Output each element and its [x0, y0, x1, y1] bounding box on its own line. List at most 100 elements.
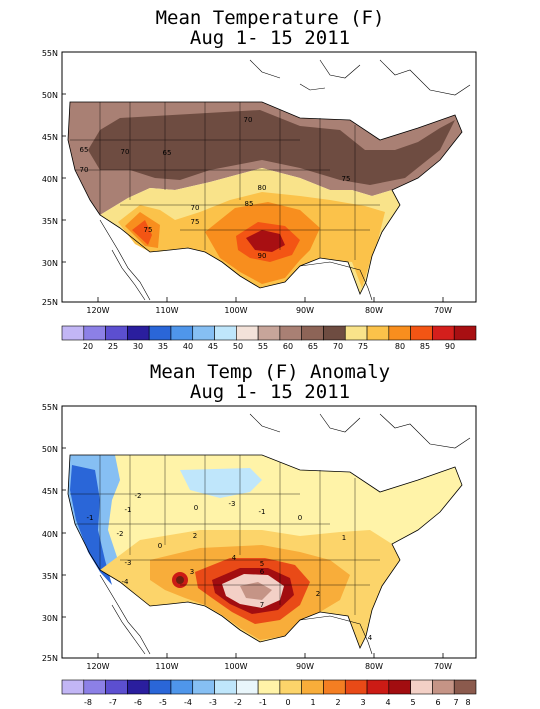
colorbar-label: 60 — [283, 342, 293, 351]
colorbar-swatch — [301, 325, 324, 341]
lat-label: 45N — [42, 487, 58, 496]
lon-label: 90W — [296, 306, 314, 315]
colorbar-label: 25 — [108, 342, 118, 351]
colorbar-swatch — [279, 679, 302, 695]
colorbar-swatch — [388, 679, 411, 695]
colorbar-swatch — [236, 679, 259, 695]
colorbar-label: -4 — [184, 698, 192, 707]
lat-label: 35N — [42, 217, 58, 226]
colorbar-label: -1 — [259, 698, 267, 707]
lat-label: 30N — [42, 259, 58, 268]
colorbar-swatch — [170, 325, 194, 341]
colorbar-swatch — [105, 325, 128, 341]
panel2-title: Mean Temp (F) Anomaly — [149, 361, 391, 383]
colorbar-swatch — [127, 325, 150, 341]
lat-label: 40N — [42, 530, 58, 539]
colorbar-swatch — [453, 679, 477, 695]
colorbar-label: -6 — [134, 698, 142, 707]
panel1-date: Aug 1- 15 2011 — [189, 27, 351, 49]
colorbar-label: 2 — [335, 698, 340, 707]
colorbar-swatch — [432, 325, 455, 341]
contour-label: 0 — [298, 514, 302, 522]
colorbar-swatch — [388, 325, 411, 341]
colorbar-swatch — [344, 679, 368, 695]
lon-label: 110W — [155, 306, 178, 315]
colorbar-label: 45 — [208, 342, 218, 351]
colorbar-swatch — [453, 325, 477, 341]
colorbar-label: -2 — [234, 698, 242, 707]
colorbar-label: 35 — [158, 342, 168, 351]
lon-label: 80W — [365, 306, 383, 315]
colorbar-swatch — [192, 325, 215, 341]
contour-label: 2 — [193, 532, 197, 540]
panel1-title: Mean Temperature (F) — [155, 7, 385, 29]
lat-label: 50N — [42, 91, 58, 100]
contour-label: 0 — [158, 542, 162, 550]
contour-label: -3 — [125, 559, 132, 567]
colorbar-label: 80 — [395, 342, 405, 351]
colorbar-label: 70 — [333, 342, 343, 351]
lat-label: 30N — [42, 614, 58, 623]
colorbar-swatch — [323, 679, 346, 695]
lon-label: 90W — [296, 662, 314, 671]
contour-label: 3 — [190, 568, 194, 576]
colorbar-swatch — [83, 679, 106, 695]
colorbar-label: 0 — [285, 698, 290, 707]
contour-label: 1 — [342, 534, 346, 542]
colorbar-label: 4 — [385, 698, 390, 707]
lat-label: 35N — [42, 572, 58, 581]
colorbar-swatch — [192, 679, 215, 695]
colorbar-label: -7 — [109, 698, 117, 707]
contour-label: 0 — [194, 504, 198, 512]
lat-label: 25N — [42, 298, 58, 307]
colorbar-label: 3 — [360, 698, 365, 707]
colorbar-label: -8 — [84, 698, 92, 707]
colorbar-swatch — [344, 325, 368, 341]
contour-label: -2 — [117, 530, 124, 538]
colorbar-label: 8 — [465, 698, 470, 707]
us-extreme-core — [246, 230, 285, 252]
contour-label: 2 — [316, 590, 320, 598]
us-hottest-core — [132, 220, 300, 262]
contour-label: 70 — [191, 204, 200, 212]
lon-label: 120W — [86, 306, 109, 315]
colorbar-swatch — [170, 679, 194, 695]
colorbar-swatch — [432, 679, 455, 695]
lon-label: 70W — [434, 306, 452, 315]
colorbar-label: 90 — [445, 342, 455, 351]
us-cool-north — [180, 468, 262, 498]
colorbar-swatch — [148, 679, 172, 695]
contour-label: 65 — [80, 146, 89, 154]
lat-label: 50N — [42, 445, 58, 454]
contour-label: 70 — [244, 116, 253, 124]
contour-label: 75 — [342, 175, 351, 183]
anomaly-map: -3 -1 0 -4 -3 -2 -1 -2 0 2 3 4 5 6 7 2 1… — [61, 405, 477, 659]
contour-label: -2 — [135, 492, 142, 500]
colorbar-swatch — [257, 679, 281, 695]
contour-label: -4 — [122, 578, 130, 586]
colorbar-swatch — [236, 325, 259, 341]
contour-label: -1 — [87, 514, 94, 522]
contour-label: 65 — [163, 149, 172, 157]
us-cold-core — [88, 110, 455, 185]
contour-label: 75 — [191, 218, 200, 226]
contour-label: 4 — [368, 634, 373, 642]
colorbar-swatch — [279, 325, 302, 341]
colorbar-label: 7 — [453, 698, 458, 707]
colorbar-swatch — [410, 679, 433, 695]
colorbar-label: 20 — [83, 342, 93, 351]
lon-label: 80W — [365, 662, 383, 671]
colorbar-swatch — [127, 679, 150, 695]
panel2-date: Aug 1- 15 2011 — [189, 381, 351, 403]
lat-label: 45N — [42, 133, 58, 142]
temperature-colorbar — [61, 325, 477, 341]
colorbar-label: 40 — [183, 342, 193, 351]
contour-label: 6 — [260, 568, 265, 576]
colorbar-swatch — [366, 325, 390, 341]
contour-label: 5 — [260, 560, 264, 568]
colorbar-swatch — [61, 325, 85, 341]
contour-label: 7 — [260, 601, 264, 609]
us-hotter-band — [125, 202, 320, 284]
colorbar-label: 55 — [258, 342, 268, 351]
